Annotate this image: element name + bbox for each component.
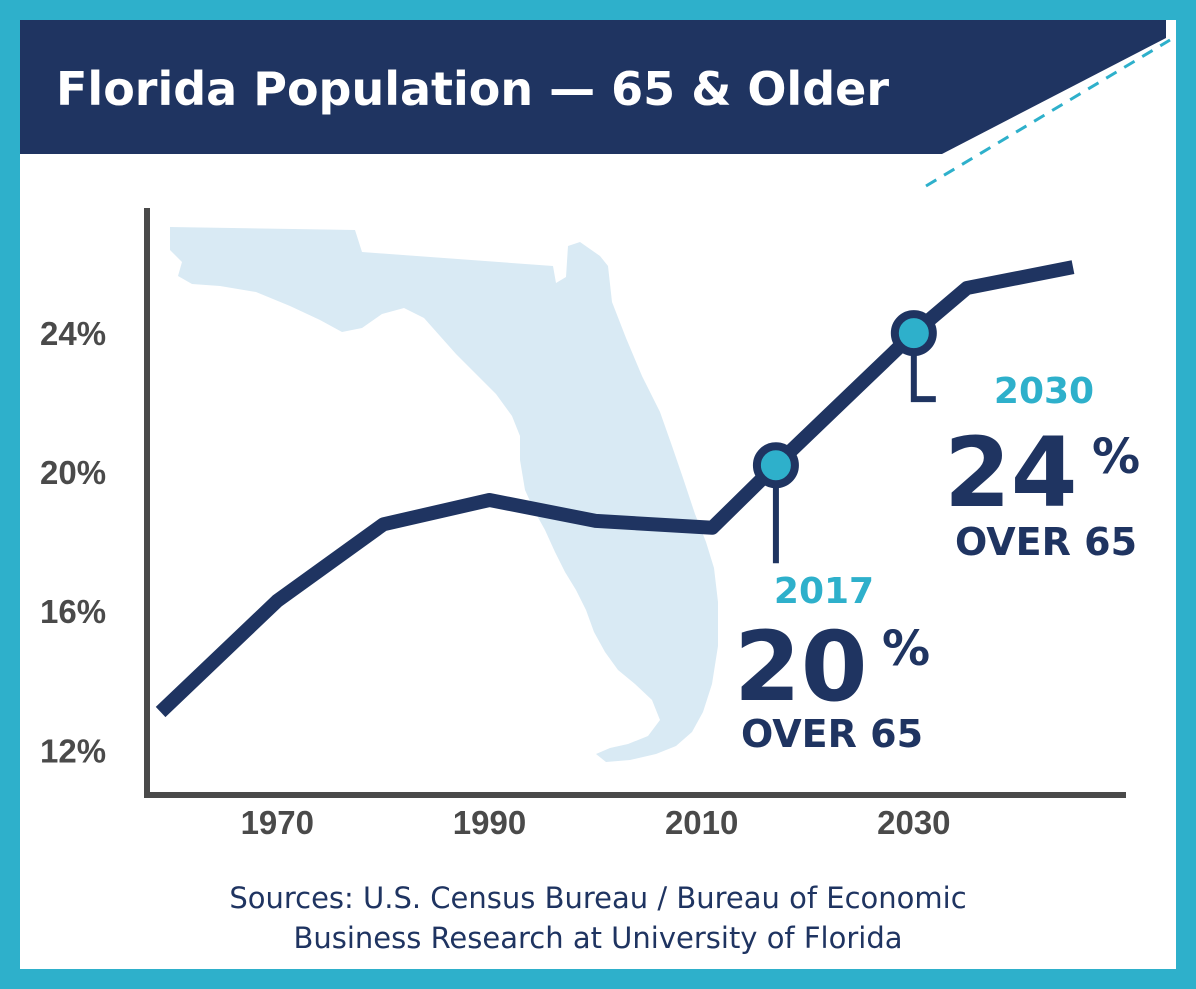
x-tick-label: 1990: [453, 804, 526, 841]
florida-map-image: [170, 227, 718, 762]
y-tick-label: 12%: [40, 732, 106, 769]
highlight-percent-sign: %: [882, 621, 930, 677]
decorative-dashed-line: [925, 38, 1171, 188]
highlight-percent-sign: %: [1092, 429, 1140, 485]
title-banner: [20, 20, 1166, 154]
x-axis-ticks: 1970 1990 2010 2030: [241, 804, 951, 841]
chart-title: Florida Population — 65 & Older: [56, 62, 889, 116]
x-tick-label: 2030: [877, 804, 950, 841]
highlight-caption: OVER 65: [741, 712, 923, 756]
highlight-value: 24: [944, 417, 1078, 529]
source-line-2: Business Research at University of Flori…: [293, 921, 902, 955]
highlight-caption: OVER 65: [955, 520, 1137, 564]
y-tick-label: 24%: [40, 315, 106, 352]
highlight-value: 20: [734, 611, 868, 723]
highlight-marker: [890, 310, 937, 357]
series-line: [155, 260, 1075, 718]
source-line-1: Sources: U.S. Census Bureau / Bureau of …: [229, 881, 966, 915]
x-tick-label: 1970: [241, 804, 314, 841]
highlight-marker: [752, 442, 799, 489]
x-tick-label: 2010: [665, 804, 738, 841]
y-tick-label: 16%: [40, 593, 106, 630]
highlight-year: 2030: [994, 371, 1094, 412]
y-tick-label: 20%: [40, 454, 106, 491]
y-axis-ticks: 12% 16% 20% 24%: [40, 315, 106, 769]
highlight-year: 2017: [774, 571, 874, 612]
population-chart: Florida Population — 65 & Older 12% 16% 20…: [20, 20, 1171, 955]
infographic-card: Florida Population — 65 & Older 12% 16% 20…: [20, 20, 1176, 969]
